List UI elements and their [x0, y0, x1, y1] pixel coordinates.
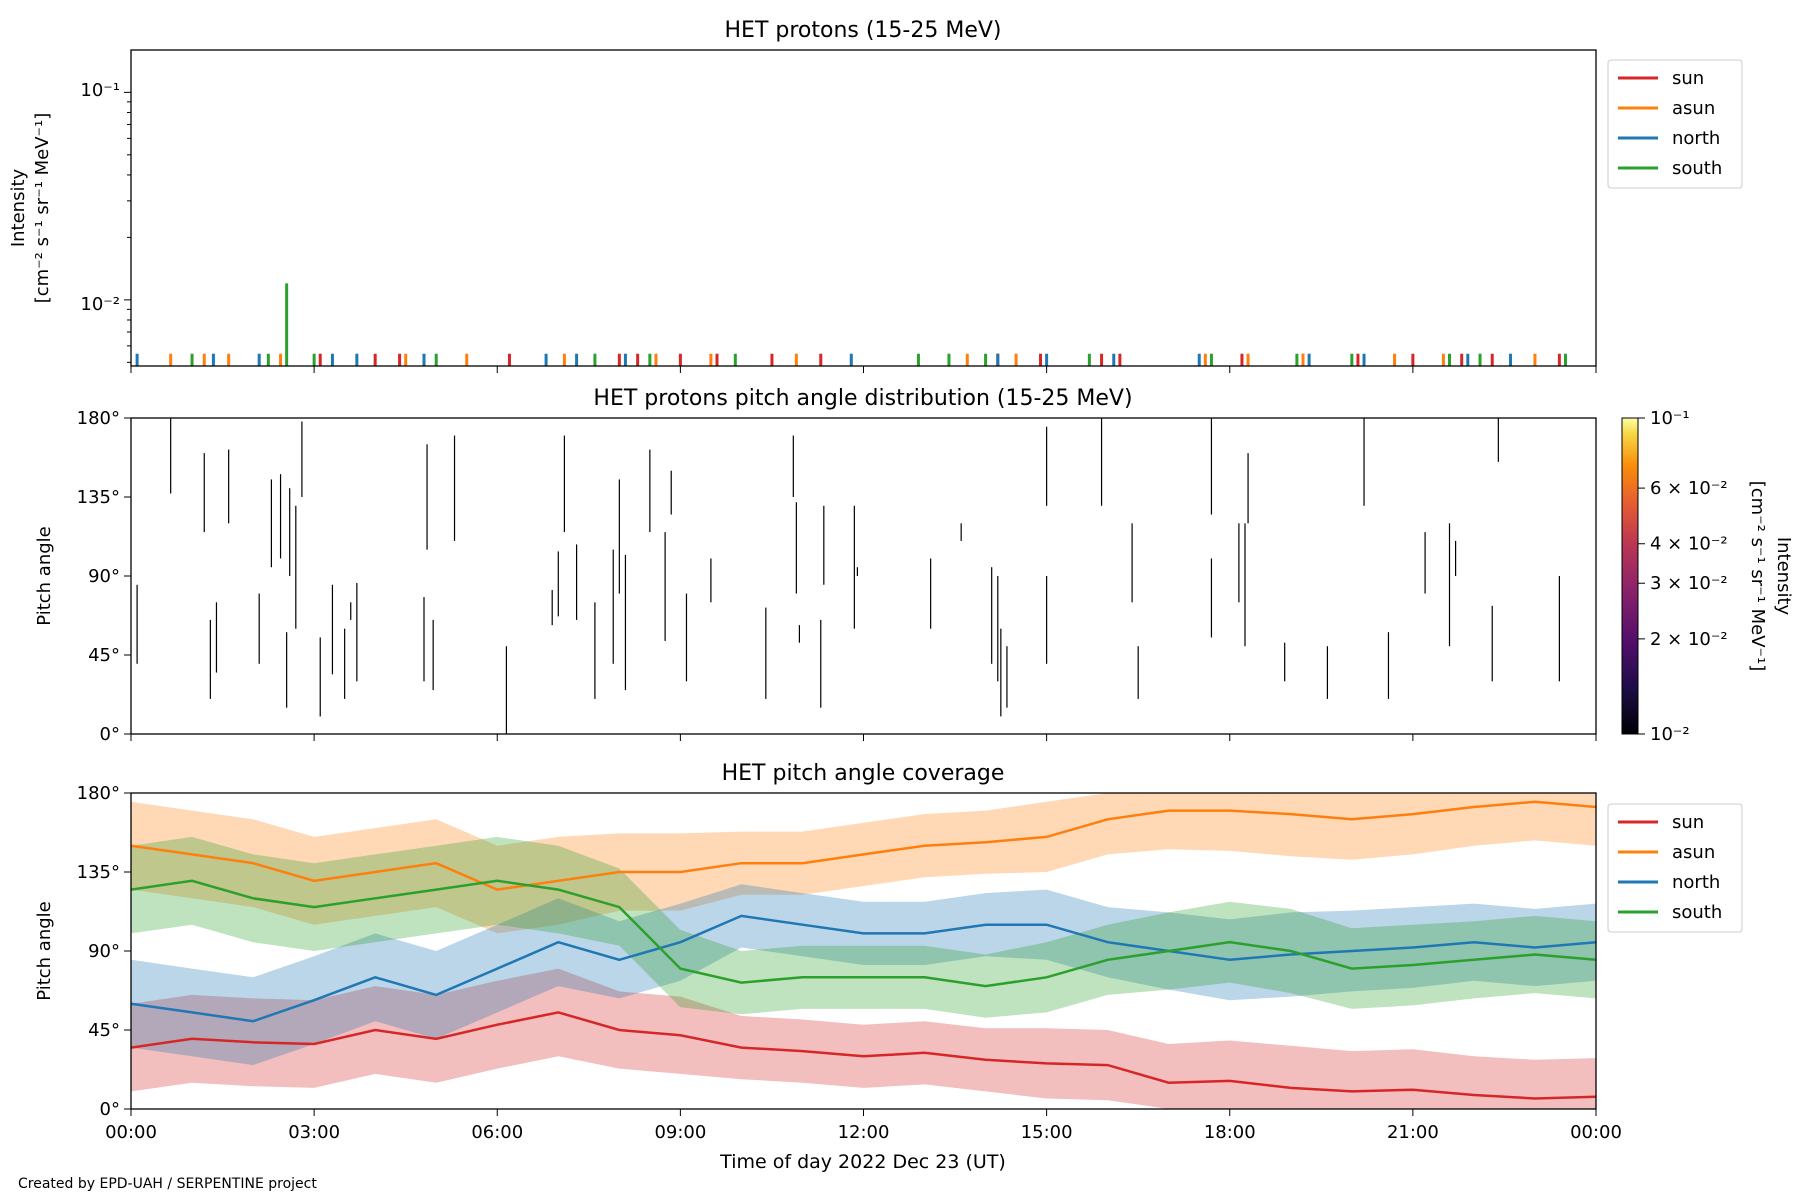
panel2-ylabel: Pitch angle	[34, 526, 55, 625]
colorbar-label-2: [cm⁻² s⁻¹ sr⁻¹ MeV⁻¹]	[1747, 481, 1768, 672]
legend-label-south: south	[1672, 902, 1722, 923]
line-sun	[131, 1011, 1596, 1100]
panel-intensity: HET protons (15-25 MeV) 10⁻¹ 10⁻² Intens…	[8, 18, 1743, 367]
y-tick-label: 90°	[88, 941, 120, 962]
legend-label-asun: asun	[1672, 98, 1715, 119]
legend-label-sun: sun	[1672, 812, 1704, 833]
x-tick-label: 00:00	[1570, 1122, 1622, 1143]
legend-label-north: north	[1672, 872, 1720, 893]
colorbar-tick-label: 2 × 10⁻²	[1650, 629, 1728, 650]
panel1-ylabel-2: [cm⁻² s⁻¹ sr⁻¹ MeV⁻¹]	[32, 113, 53, 304]
y-tick-label: 90°	[88, 566, 120, 587]
panel-pitch-angle-distribution: HET protons pitch angle distribution (15…	[34, 386, 1794, 745]
y-tick-label: 135°	[77, 862, 120, 883]
panel2-segments	[136, 418, 1560, 734]
panel1-legend-box	[1607, 59, 1743, 189]
panel3-ylabel: Pitch angle	[34, 901, 55, 1000]
band-asun	[131, 793, 1596, 934]
panel3-legend-box	[1607, 803, 1743, 933]
colorbar-tick-label: 6 × 10⁻²	[1650, 478, 1728, 499]
credit-text: Created by EPD-UAH / SERPENTINE project	[18, 1176, 317, 1192]
colorbar-ticks: 10⁻¹ 6 × 10⁻² 4 × 10⁻² 3 × 10⁻² 2 × 10⁻² 10⁻²	[1638, 408, 1728, 745]
y-tick-label: 45°	[88, 1020, 120, 1041]
legend-label-north: north	[1672, 128, 1720, 149]
legend-label-asun: asun	[1672, 842, 1715, 863]
panel3-title: HET pitch angle coverage	[722, 761, 1005, 786]
legend-label-sun: sun	[1672, 68, 1704, 89]
x-tick-label: 09:00	[654, 1122, 706, 1143]
panel2-y-ticks: 0° 45° 90° 135° 180°	[77, 408, 131, 745]
band-south	[131, 836, 1596, 1018]
colorbar-label-1: Intensity	[1773, 537, 1794, 616]
panel1-y-tick-label-2: 10⁻²	[80, 294, 120, 315]
y-tick-label: 0°	[100, 724, 120, 745]
panel1-frame	[130, 49, 1597, 367]
panel1-legend: sun asun north south	[1607, 59, 1743, 189]
line-south	[131, 879, 1596, 988]
y-tick-label: 45°	[88, 645, 120, 666]
x-tick-label: 12:00	[838, 1122, 890, 1143]
legend-label-south: south	[1672, 158, 1722, 179]
panel1-y-ticks	[124, 91, 131, 363]
x-tick-label: 03:00	[288, 1122, 340, 1143]
line-north	[131, 914, 1596, 1023]
x-tick-label: 00:00	[105, 1122, 157, 1143]
panel3-series	[131, 793, 1596, 1109]
y-tick-label: 135°	[77, 487, 120, 508]
shared-x-axis: 00:00 03:00 06:00 09:00 12:00 15:00 18:00 21:00…	[105, 366, 1622, 1143]
x-axis-label: Time of day 2022 Dec 23 (UT)	[719, 1151, 1006, 1173]
panel3-legend: sun asun north south	[1607, 803, 1743, 933]
line-asun	[131, 800, 1596, 891]
y-tick-label: 0°	[100, 1099, 120, 1120]
y-tick-label: 180°	[77, 783, 120, 804]
panel1-title: HET protons (15-25 MeV)	[725, 18, 1002, 43]
panel2-title: HET protons pitch angle distribution (15…	[593, 386, 1132, 411]
y-tick-label: 180°	[77, 408, 120, 429]
colorbar-tick-label: 10⁻¹	[1650, 408, 1690, 429]
colorbar-tick-label: 4 × 10⁻²	[1650, 534, 1728, 555]
x-tick-label: 21:00	[1387, 1122, 1439, 1143]
band-north	[131, 884, 1596, 1066]
panel3-y-ticks: 0° 45° 90° 135° 180°	[77, 783, 131, 1120]
panel1-ylabel-1: Intensity	[8, 168, 29, 247]
x-tick-label: 15:00	[1021, 1122, 1073, 1143]
panel2-frame	[130, 417, 1597, 735]
colorbar-tick-label: 3 × 10⁻²	[1650, 573, 1728, 594]
x-tick-label: 06:00	[471, 1122, 523, 1143]
band-sun	[131, 968, 1596, 1109]
colorbar-tick-label: 10⁻²	[1650, 724, 1690, 745]
panel1-y-tick-label-1: 10⁻¹	[80, 80, 120, 101]
x-tick-label: 18:00	[1204, 1122, 1256, 1143]
colorbar	[1621, 417, 1639, 735]
panel-pitch-angle-coverage: HET pitch angle coverage 0° 45° 90° 135° 180…	[34, 761, 1743, 1120]
panel1-spikes	[135, 283, 1567, 366]
